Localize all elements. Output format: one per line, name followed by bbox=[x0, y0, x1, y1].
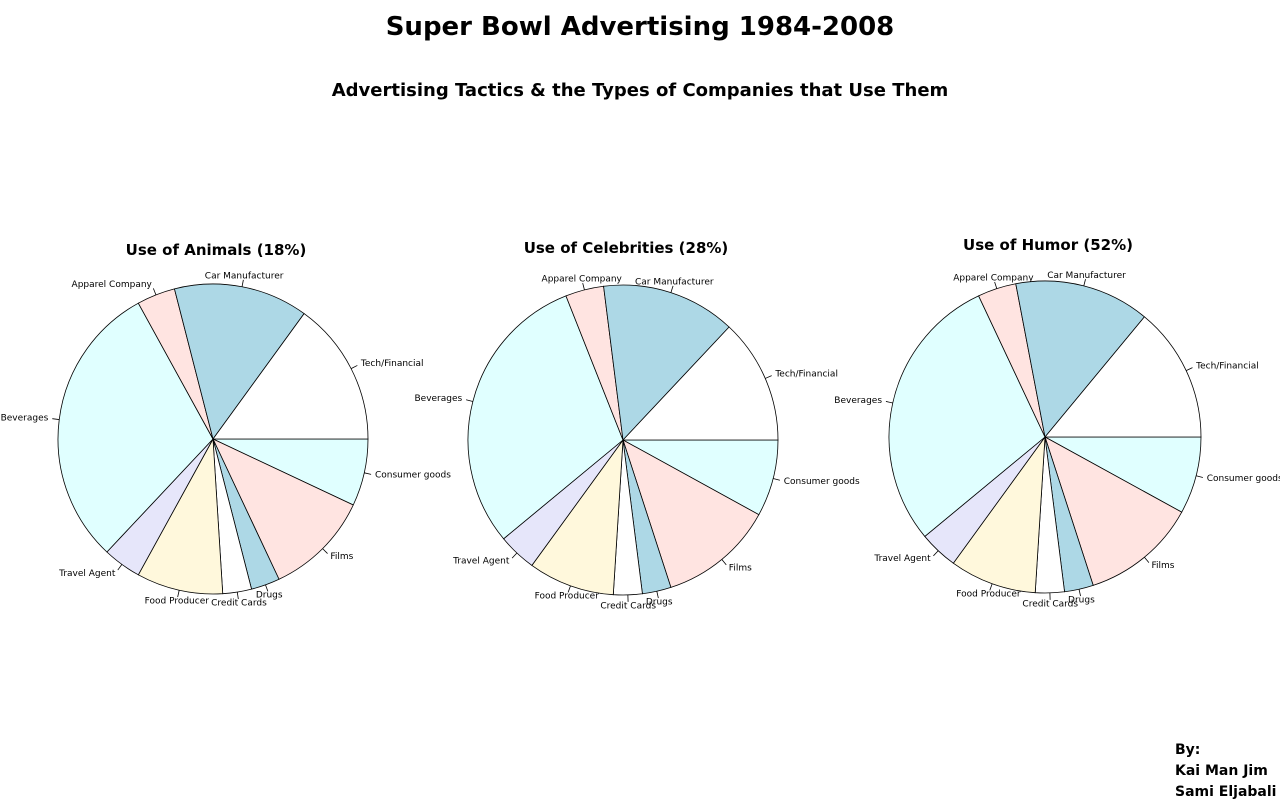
pie-tick-consumer-goods bbox=[364, 473, 371, 475]
pie-tick-films bbox=[323, 549, 328, 554]
pie-label-films: Films bbox=[729, 563, 752, 573]
credits-author-1: Kai Man Jim bbox=[1175, 761, 1276, 782]
pie-label-tech-financial: Tech/Financial bbox=[1195, 361, 1259, 371]
pie-label-credit-cards: Credit Cards bbox=[600, 601, 656, 611]
pie-label-consumer-goods: Consumer goods bbox=[784, 477, 860, 487]
pie-tick-tech-financial bbox=[1186, 368, 1192, 371]
pie-label-food-producer: Food Producer bbox=[145, 597, 210, 607]
pie-label-tech-financial: Tech/Financial bbox=[774, 370, 838, 380]
pie-tick-beverages bbox=[886, 401, 893, 403]
pie-label-travel-agent: Travel Agent bbox=[873, 554, 931, 564]
pie-label-apparel-company: Apparel Company bbox=[542, 275, 623, 285]
pie-tick-travel-agent bbox=[512, 553, 517, 558]
pie-tick-tech-financial bbox=[765, 376, 771, 379]
pie-tick-travel-agent bbox=[118, 564, 122, 570]
pie-label-beverages: Beverages bbox=[834, 396, 882, 406]
pie-label-car-manufacturer: Car Manufacturer bbox=[1047, 271, 1126, 281]
pie-label-apparel-company: Apparel Company bbox=[72, 280, 153, 290]
pie-tick-beverages bbox=[466, 400, 473, 402]
pie-label-travel-agent: Travel Agent bbox=[452, 557, 510, 567]
pie-label-car-manufacturer: Car Manufacturer bbox=[635, 278, 714, 288]
pie-title: Use of Celebrities (28%) bbox=[524, 239, 729, 257]
pie-label-films: Films bbox=[1151, 561, 1174, 571]
pie-tick-films bbox=[722, 559, 726, 564]
pie-tick-films bbox=[1144, 557, 1148, 562]
pie-label-consumer-goods: Consumer goods bbox=[375, 471, 451, 481]
pie-tick-apparel-company bbox=[153, 288, 156, 295]
pie-tick-travel-agent bbox=[933, 551, 938, 556]
pie-label-car-manufacturer: Car Manufacturer bbox=[205, 271, 284, 281]
pie-label-tech-financial: Tech/Financial bbox=[360, 359, 424, 369]
pie-tick-beverages bbox=[52, 419, 59, 420]
pie-tick-consumer-goods bbox=[773, 479, 780, 481]
pie-label-travel-agent: Travel Agent bbox=[58, 569, 116, 579]
pie-label-beverages: Beverages bbox=[414, 394, 462, 404]
pie-label-beverages: Beverages bbox=[1, 414, 49, 424]
pie-label-food-producer: Food Producer bbox=[535, 592, 600, 602]
pie-title: Use of Humor (52%) bbox=[963, 236, 1133, 254]
credits-heading: By: bbox=[1175, 740, 1276, 761]
pie-label-apparel-company: Apparel Company bbox=[953, 274, 1034, 284]
pie-label-consumer-goods: Consumer goods bbox=[1207, 474, 1280, 484]
pie-title: Use of Animals (18%) bbox=[126, 241, 307, 259]
pie-tick-consumer-goods bbox=[1196, 476, 1203, 478]
pie-label-films: Films bbox=[330, 552, 353, 562]
credits: By: Kai Man Jim Sami Eljabali bbox=[1175, 740, 1276, 803]
pie-label-food-producer: Food Producer bbox=[956, 590, 1021, 600]
pie-tick-tech-financial bbox=[351, 365, 357, 368]
pie-label-credit-cards: Credit Cards bbox=[211, 598, 267, 608]
pie-label-credit-cards: Credit Cards bbox=[1022, 599, 1078, 609]
